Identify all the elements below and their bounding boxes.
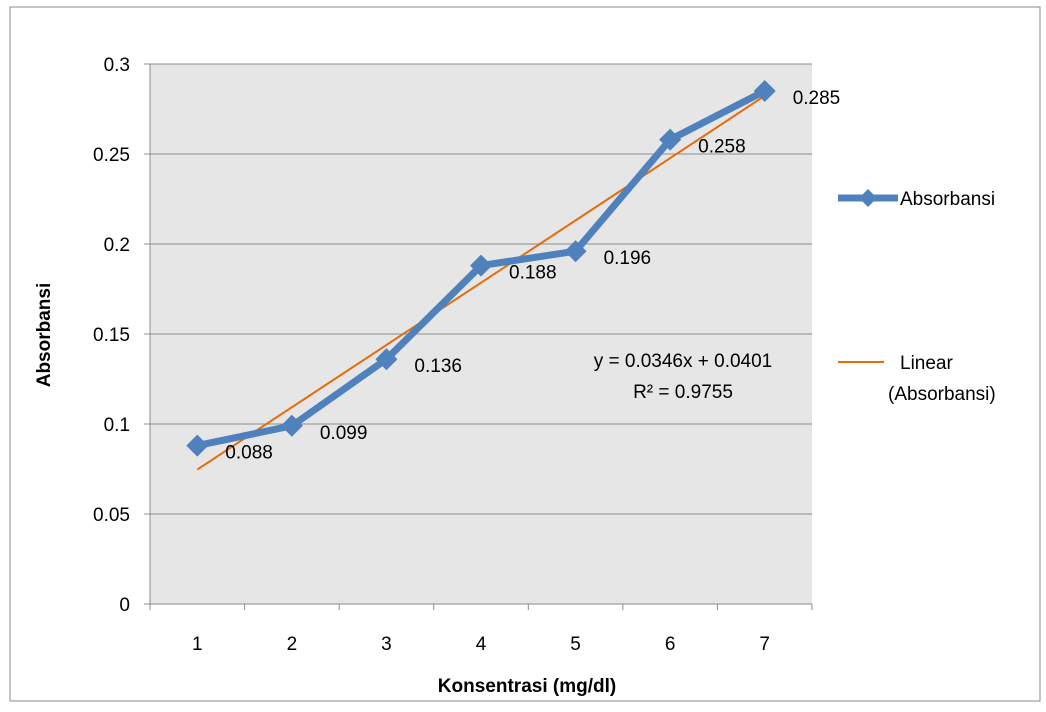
data-label: 0.099	[320, 423, 368, 444]
y-tick-label: 0.15	[93, 325, 130, 346]
data-label: 0.258	[698, 137, 746, 158]
data-point-marker	[753, 80, 776, 102]
x-tick-label: 3	[381, 634, 392, 655]
legend-label-linear-line2: (Absorbansi)	[888, 384, 996, 405]
data-point-marker	[186, 434, 209, 457]
y-tick-label: 0.05	[93, 505, 130, 526]
data-label: 0.136	[414, 356, 462, 377]
legend: Absorbansi Linear (Absorbansi)	[838, 189, 996, 405]
y-tick-label: 0.3	[104, 55, 130, 76]
x-axis-title: Konsentrasi (mg/dl)	[438, 676, 616, 697]
trendline-equation: y = 0.0346x + 0.0401	[594, 351, 773, 372]
trendline	[196, 95, 766, 471]
legend-label-linear-line1: Linear	[900, 353, 953, 374]
y-tick-label: 0.2	[104, 235, 130, 256]
data-point-marker	[564, 240, 587, 263]
y-tick-label: 0	[119, 595, 130, 616]
x-tick-label: 6	[665, 634, 676, 655]
x-tick-label: 2	[287, 634, 298, 655]
tick-labels: 0 0.05 0.1 0.15 0.2 0.25 0.3 1 2 3 4 5 6 7	[93, 55, 770, 655]
x-tick-label: 7	[759, 634, 770, 655]
x-tick-label: 1	[192, 634, 203, 655]
data-label: 0.285	[793, 88, 841, 109]
legend-item-absorbansi: Absorbansi	[838, 189, 995, 210]
x-tick-label: 5	[570, 634, 581, 655]
data-labels: 0.088 0.099 0.136 0.188 0.196 0.258 0.285	[225, 88, 840, 464]
y-tick-label: 0.1	[104, 415, 130, 436]
data-point-marker	[280, 414, 303, 437]
legend-item-linear: Linear (Absorbansi)	[838, 353, 996, 405]
series-layer	[186, 80, 776, 457]
y-tick-label: 0.25	[93, 145, 130, 166]
y-axis-title: Absorbansi	[34, 283, 55, 388]
trendline-r-squared: R² = 0.9755	[633, 382, 733, 403]
data-label: 0.188	[509, 263, 557, 284]
legend-label-absorbansi: Absorbansi	[900, 189, 995, 210]
gridlines	[150, 63, 812, 515]
data-label: 0.196	[604, 248, 652, 269]
legend-marker-diamond-icon	[859, 189, 877, 207]
axes	[144, 63, 813, 610]
data-point-marker	[470, 254, 492, 277]
trendline-layer	[196, 95, 766, 471]
data-label: 0.088	[225, 443, 273, 464]
data-point-marker	[659, 128, 682, 151]
x-tick-label: 4	[476, 634, 487, 655]
data-point-marker	[375, 348, 398, 371]
